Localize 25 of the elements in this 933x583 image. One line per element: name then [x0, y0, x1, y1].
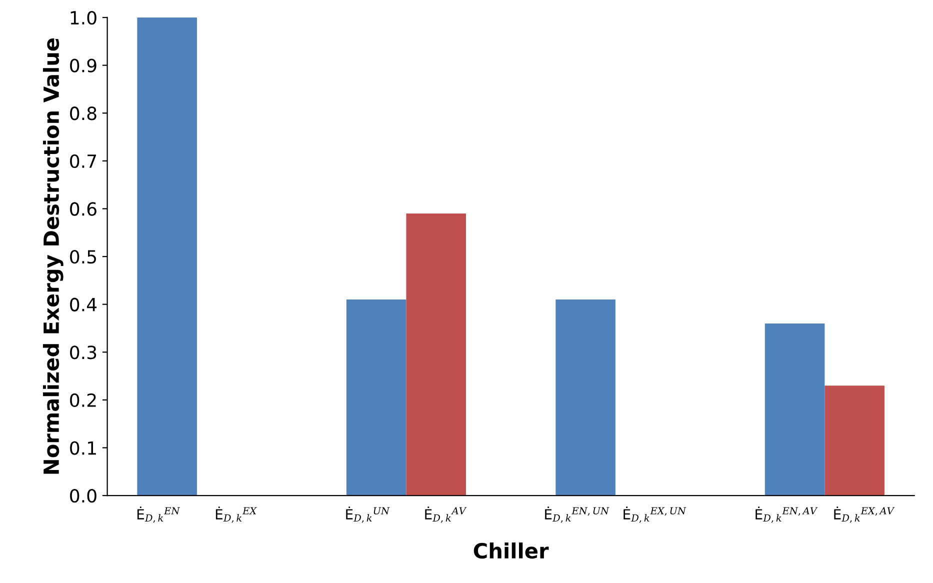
bar	[764, 323, 825, 496]
x-tick-label: Ė$_{D,k}$$^{AV}$	[425, 506, 467, 523]
y-tick-label: 1.0	[70, 10, 96, 25]
x-tick-label: Ė$_{D,k}$$^{EX,AV}$	[834, 506, 895, 523]
y-tick-label: 0.2	[70, 393, 96, 408]
y-tick-label: 0.9	[70, 58, 96, 72]
y-tick-label: 0.8	[70, 106, 96, 120]
y-tick-label: 0.1	[70, 441, 96, 455]
x-tick-label: Ė$_{D,k}$$^{EN,AV}$	[756, 506, 818, 523]
x-tick-label: Ė$_{D,k}$$^{EX}$	[216, 506, 257, 523]
x-tick-label: Ė$_{D,k}$$^{EX,UN}$	[624, 506, 686, 523]
x-tick-label: Ė$_{D,k}$$^{EN}$	[137, 506, 180, 523]
y-tick-label: 0.0	[70, 489, 96, 503]
x-tick-label: Ė$_{D,k}$$^{EN,UN}$	[545, 506, 610, 523]
y-tick-label: 0.4	[70, 298, 97, 312]
bar	[346, 300, 406, 496]
bar	[137, 17, 197, 496]
y-axis-title: Normalized Exergy Destruction Value	[42, 38, 64, 474]
bar	[556, 300, 616, 496]
y-tick-label: 0.6	[70, 202, 96, 216]
y-tick-label: 0.5	[70, 250, 96, 264]
y-tick-label: 0.3	[70, 346, 96, 360]
x-tick-label: Ė$_{D,k}$$^{UN}$	[346, 506, 390, 523]
x-axis-title: Chiller	[474, 542, 549, 559]
y-tick-label: 0.7	[70, 154, 96, 168]
